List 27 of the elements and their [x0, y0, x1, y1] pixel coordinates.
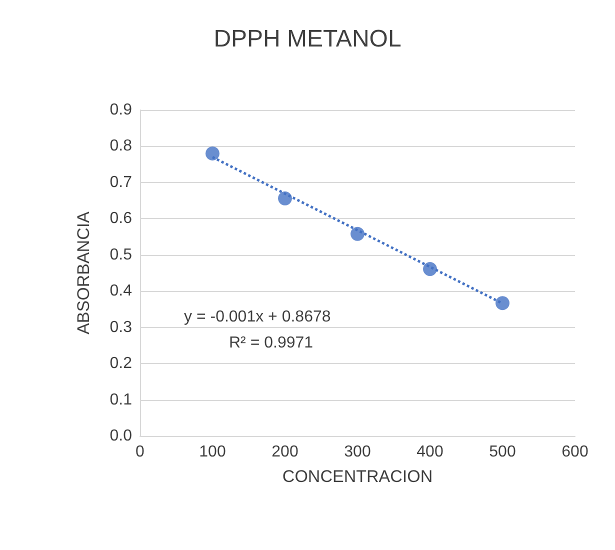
point: [423, 262, 437, 276]
y-tick-label: 0.7: [110, 174, 132, 191]
point: [350, 226, 364, 241]
y-tick-label: 0.8: [110, 138, 132, 155]
y-tick-label: 0.1: [110, 391, 132, 408]
x-axis-title: CONCENTRACION: [282, 467, 433, 486]
x-tick-label: 300: [344, 444, 371, 460]
x-tick-label: 200: [272, 444, 298, 460]
point: [278, 191, 292, 206]
x-tick-label: 600: [562, 444, 588, 460]
y-axis-title: ABSORBANCIA: [74, 210, 93, 334]
x-tick-label: 0: [136, 444, 145, 460]
chart-title: DPPH METANOL: [214, 26, 402, 52]
y-tick-label: 0.6: [110, 210, 132, 228]
y-tick-label: 0.9: [110, 102, 132, 118]
point: [496, 296, 510, 310]
y-tick-label: 0.0: [110, 428, 132, 444]
point: [206, 146, 220, 160]
y-tick-label: 0.5: [110, 246, 132, 264]
x-tick-label: 400: [416, 444, 444, 460]
y-tick-label: 0.2: [110, 355, 132, 372]
y-tick-label: 0.3: [110, 318, 132, 336]
y-tick-label: 0.4: [110, 282, 132, 300]
x-tick-label: 100: [199, 444, 226, 460]
x-tick-label: 500: [489, 444, 516, 460]
annotation: R² = 0.9971: [229, 334, 314, 352]
annotation: y = -0.001x + 0.8678: [184, 308, 331, 326]
